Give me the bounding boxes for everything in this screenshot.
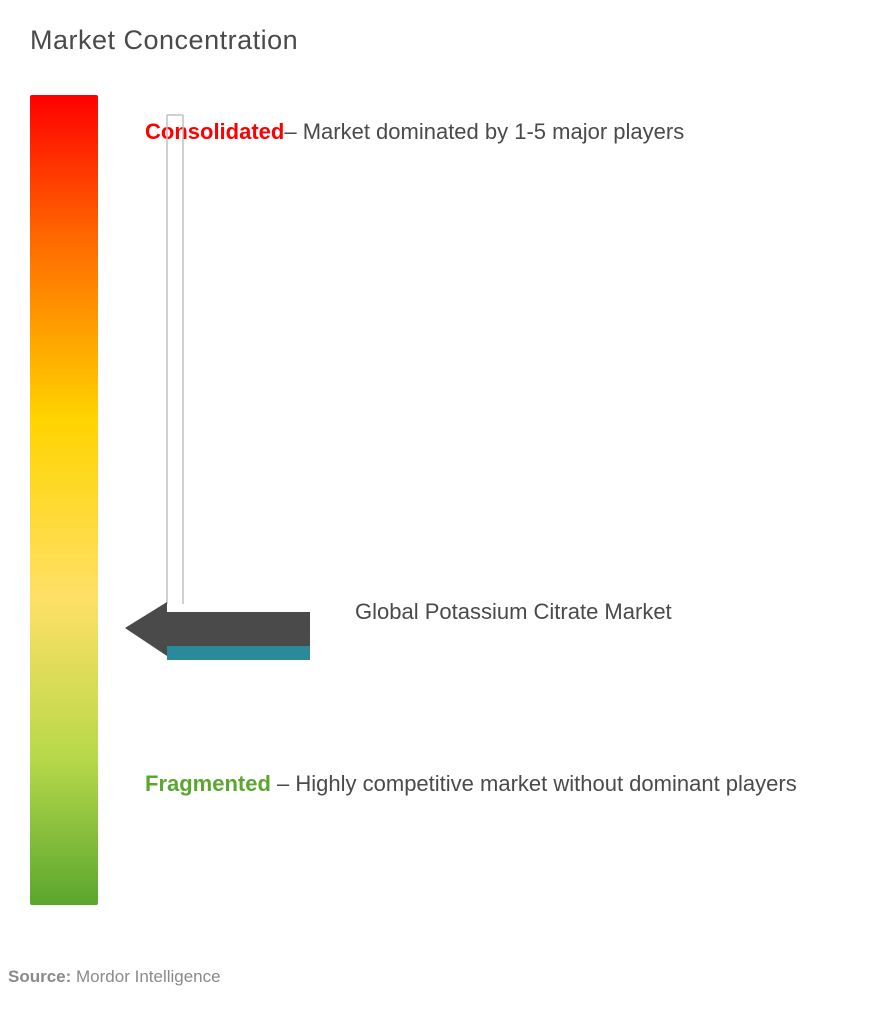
marker-arrow-group (125, 602, 310, 660)
marker-connector-lines (167, 115, 183, 604)
marker-label-text: Global Potassium Citrate Market (355, 599, 672, 624)
fragmented-keyword: Fragmented (145, 771, 271, 796)
fragmented-description: Fragmented – Highly competitive market w… (145, 760, 845, 808)
source-text: Mordor Intelligence (71, 967, 220, 986)
marker-label: Global Potassium Citrate Market (355, 595, 675, 628)
arrow-main-polygon (125, 602, 310, 656)
page-title: Market Concentration (30, 25, 298, 56)
title-text: Market Concentration (30, 25, 298, 55)
concentration-gradient-bar (30, 95, 98, 905)
source-label: Source: (8, 967, 71, 986)
consolidated-keyword: Consolidated (145, 119, 284, 144)
fragmented-rest: – Highly competitive market without domi… (271, 771, 797, 796)
consolidated-rest: – Market dominated by 1-5 major players (284, 119, 684, 144)
consolidated-description: Consolidated– Market dominated by 1-5 ma… (145, 108, 845, 156)
source-line: Source: Mordor Intelligence (8, 967, 221, 987)
arrow-accent-rect (167, 646, 310, 660)
